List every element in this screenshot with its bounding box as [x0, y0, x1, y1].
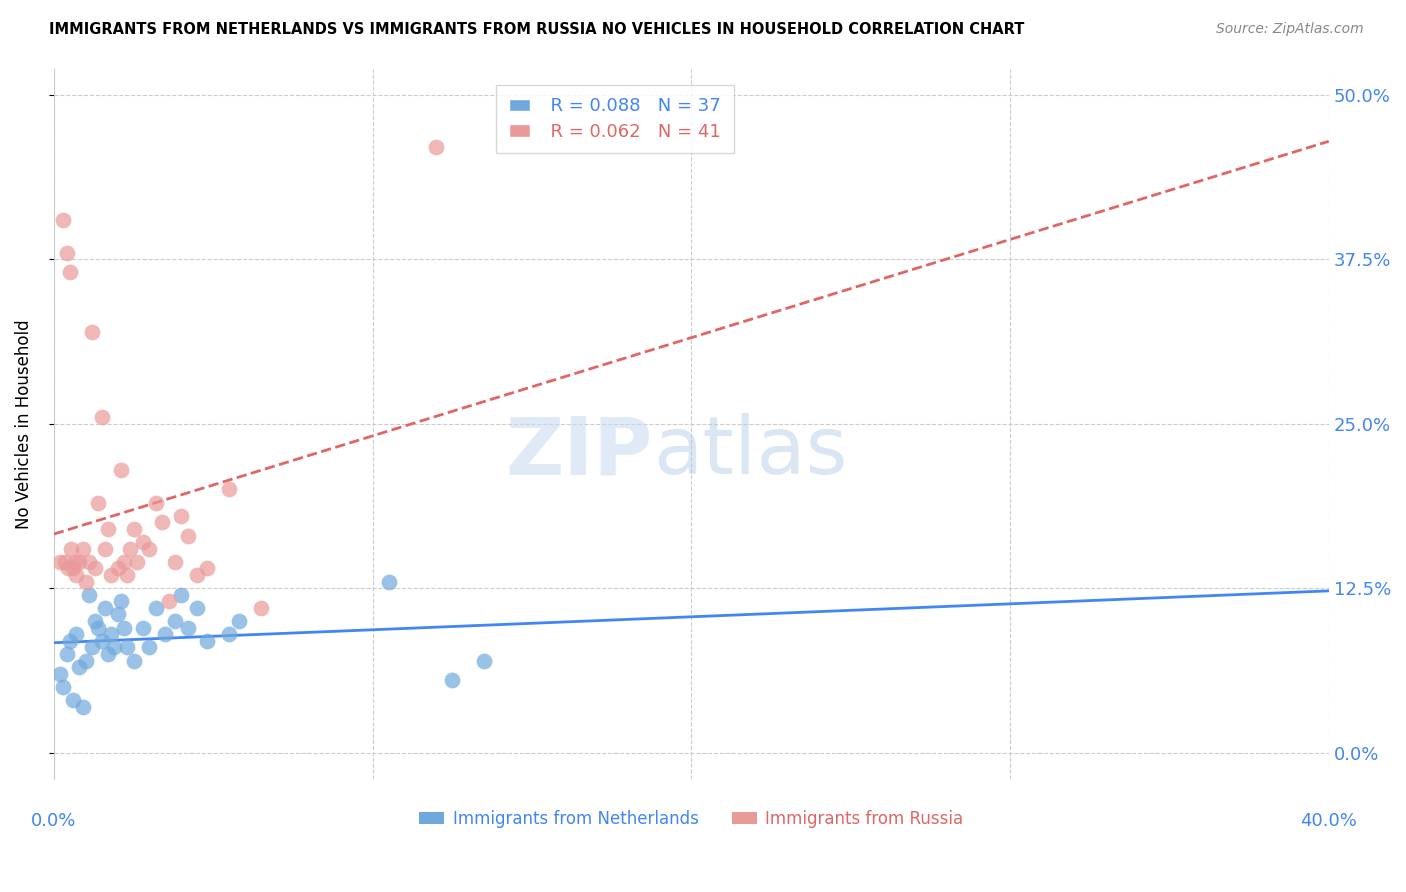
- Point: [115, 568, 138, 582]
- Point: [59, 265, 82, 279]
- Point: [67, 555, 90, 569]
- Point: [145, 496, 167, 510]
- Point: [49, 555, 72, 569]
- Point: [80, 325, 103, 339]
- Point: [195, 561, 218, 575]
- Point: [103, 640, 125, 655]
- Point: [75, 574, 97, 589]
- Point: [62, 693, 84, 707]
- Point: [163, 614, 186, 628]
- Point: [75, 653, 97, 667]
- Point: [87, 496, 110, 510]
- Point: [100, 627, 122, 641]
- Point: [49, 666, 72, 681]
- Point: [138, 541, 160, 556]
- Point: [53, 555, 76, 569]
- Point: [150, 516, 173, 530]
- Point: [84, 614, 107, 628]
- Point: [122, 653, 145, 667]
- Point: [218, 627, 240, 641]
- Point: [65, 568, 87, 582]
- Point: [177, 621, 200, 635]
- Point: [132, 535, 155, 549]
- Point: [72, 699, 94, 714]
- Point: [163, 555, 186, 569]
- Point: [60, 541, 83, 556]
- Text: atlas: atlas: [652, 413, 848, 491]
- Point: [186, 600, 208, 615]
- Point: [97, 647, 120, 661]
- Legend: Immigrants from Netherlands, Immigrants from Russia: Immigrants from Netherlands, Immigrants …: [412, 803, 970, 835]
- Point: [67, 660, 90, 674]
- Point: [132, 621, 155, 635]
- Point: [107, 607, 129, 622]
- Text: Source: ZipAtlas.com: Source: ZipAtlas.com: [1216, 22, 1364, 37]
- Point: [472, 653, 495, 667]
- Point: [55, 647, 77, 661]
- Point: [186, 568, 208, 582]
- Point: [90, 633, 112, 648]
- Point: [107, 561, 129, 575]
- Point: [112, 621, 135, 635]
- Point: [97, 522, 120, 536]
- Point: [157, 594, 180, 608]
- Point: [110, 594, 132, 608]
- Y-axis label: No Vehicles in Household: No Vehicles in Household: [15, 319, 32, 529]
- Point: [195, 633, 218, 648]
- Point: [120, 541, 142, 556]
- Point: [155, 627, 177, 641]
- Point: [55, 245, 77, 260]
- Point: [77, 588, 100, 602]
- Text: IMMIGRANTS FROM NETHERLANDS VS IMMIGRANTS FROM RUSSIA NO VEHICLES IN HOUSEHOLD C: IMMIGRANTS FROM NETHERLANDS VS IMMIGRANT…: [49, 22, 1025, 37]
- Point: [52, 680, 75, 694]
- Point: [377, 574, 399, 589]
- Point: [90, 410, 112, 425]
- Point: [170, 588, 193, 602]
- Point: [62, 561, 84, 575]
- Point: [72, 541, 94, 556]
- Point: [59, 633, 82, 648]
- Point: [112, 555, 135, 569]
- Text: 40.0%: 40.0%: [1301, 812, 1357, 830]
- Point: [110, 463, 132, 477]
- Point: [65, 627, 87, 641]
- Point: [94, 600, 117, 615]
- Point: [100, 568, 122, 582]
- Point: [56, 561, 79, 575]
- Point: [125, 555, 148, 569]
- Point: [228, 614, 250, 628]
- Point: [170, 508, 193, 523]
- Text: ZIP: ZIP: [506, 413, 652, 491]
- Point: [94, 541, 117, 556]
- Point: [77, 555, 100, 569]
- Point: [145, 600, 167, 615]
- Text: 0.0%: 0.0%: [31, 812, 76, 830]
- Point: [87, 621, 110, 635]
- Point: [63, 555, 86, 569]
- Point: [138, 640, 160, 655]
- Point: [80, 640, 103, 655]
- Point: [84, 561, 107, 575]
- Point: [115, 640, 138, 655]
- Point: [52, 212, 75, 227]
- Point: [177, 528, 200, 542]
- Point: [250, 600, 273, 615]
- Point: [425, 140, 447, 154]
- Point: [441, 673, 464, 688]
- Point: [122, 522, 145, 536]
- Point: [218, 483, 240, 497]
